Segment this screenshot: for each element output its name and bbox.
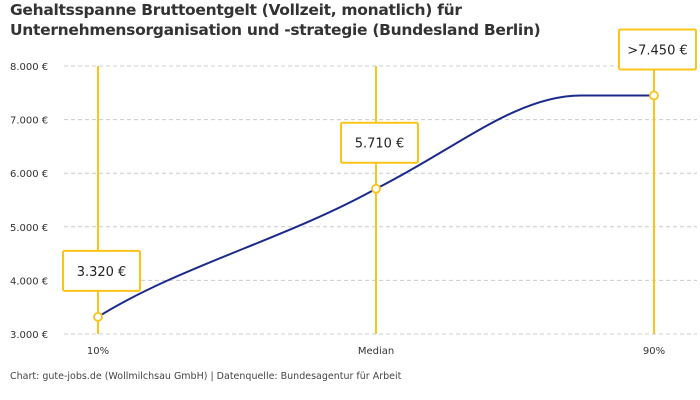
data-point [93,311,103,322]
data-label-box [340,121,419,164]
y-tick-label: 6.000 € [10,169,48,180]
data-label-box [62,249,141,292]
chart-source-footer: Chart: gute-jobs.de (Wollmilchsau GmbH) … [10,371,402,382]
y-tick-label: 7.000 € [10,116,48,127]
y-tick-label: 5.000 € [10,223,48,234]
data-label: 3.320 € [77,265,127,280]
data-point [371,183,381,194]
data-label-box [618,28,697,71]
data-point [649,90,659,101]
data-label: >7.450 € [627,43,688,58]
y-tick-label: 3.000 € [10,330,48,341]
x-tick-label: 90% [643,346,665,357]
data-label: 5.710 € [355,137,405,152]
y-tick-label: 8.000 € [10,62,48,73]
chart-title: Gehaltsspanne Bruttoentgelt (Vollzeit, m… [10,1,541,39]
y-tick-label: 4.000 € [10,276,48,287]
x-tick-label: 10% [87,346,109,357]
x-tick-label: Median [358,346,394,357]
